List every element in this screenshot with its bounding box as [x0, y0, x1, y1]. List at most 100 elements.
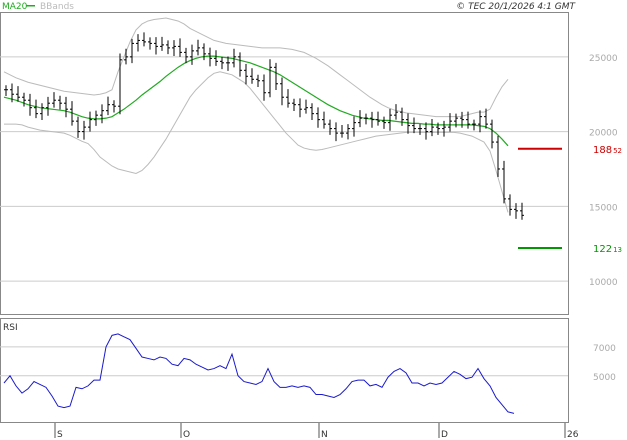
- x-tick-label: D: [441, 430, 448, 440]
- price-tick-label: 20000: [589, 129, 618, 139]
- ohlc-bar: [28, 93, 32, 116]
- ohlc-bar: [64, 96, 68, 118]
- price-gridlines: [0, 56, 568, 282]
- ohlc-bar: [10, 83, 14, 103]
- ohlc-bar: [118, 53, 122, 115]
- x-tick-label: O: [183, 430, 190, 440]
- ohlc-bar: [322, 111, 326, 129]
- ohlc-bar: [160, 36, 164, 51]
- x-tick-label: 26: [567, 430, 579, 440]
- ohlc-bar: [76, 116, 80, 138]
- ohlc-bar: [292, 98, 296, 111]
- ohlc-bar: [184, 47, 188, 64]
- ohlc-bar: [142, 32, 146, 47]
- ohlc-bar: [226, 56, 230, 71]
- ohlc-bar: [370, 111, 374, 128]
- ohlc-bar: [514, 203, 518, 219]
- ohlc-bar: [178, 38, 182, 57]
- rsi-polyline: [3, 333, 515, 414]
- ohlc-bar: [376, 111, 380, 126]
- rsi-line: [3, 333, 515, 414]
- support-resistance: 18852 12213: [518, 145, 622, 255]
- ohlc-bar: [472, 119, 476, 131]
- ohlc-bar: [214, 50, 218, 66]
- ohlc-bar: [346, 124, 350, 140]
- ohlc-bar: [4, 85, 8, 97]
- ohlc-bar: [202, 43, 206, 61]
- ohlc-bar: [16, 86, 20, 102]
- ohlc-bar: [58, 95, 62, 110]
- ohlc-bar: [430, 119, 434, 137]
- ohlc-bar: [88, 111, 92, 132]
- bb-upper-line: [3, 17, 509, 118]
- price-panel: [0, 12, 569, 315]
- ohlc-bar: [304, 99, 308, 114]
- support-label: 12213: [593, 244, 622, 255]
- ohlc-bar: [286, 89, 290, 108]
- ohlc-bar: [352, 116, 356, 137]
- ohlc-bar: [412, 117, 416, 134]
- rsi-label: RSI: [3, 323, 18, 333]
- ohlc-bar: [442, 120, 446, 137]
- ohlc-bar: [436, 122, 440, 135]
- ohlc-bar: [406, 113, 410, 134]
- ohlc-bar: [460, 111, 464, 128]
- ohlc-bar: [394, 104, 398, 120]
- resistance-label: 18852: [593, 145, 622, 156]
- ohlc-bar: [166, 40, 170, 55]
- ohlc-bar: [262, 74, 266, 101]
- ohlc-bar: [196, 39, 200, 56]
- ohlc-bar: [22, 92, 26, 107]
- ohlc-bar: [280, 77, 284, 106]
- ohlc-bar: [448, 113, 452, 132]
- ohlc-bar: [94, 110, 98, 126]
- ma20-polyline: [3, 55, 509, 147]
- ohlc-bar: [454, 113, 458, 128]
- copyright: © TEC 20/1/2026 4:1 GMT: [456, 2, 576, 12]
- ohlc-bar: [238, 52, 242, 77]
- ohlc-bar: [496, 135, 500, 178]
- ohlc-bar: [484, 108, 488, 129]
- ohlc-bar: [124, 48, 128, 65]
- ohlc-bar: [502, 160, 506, 204]
- ohlc-bar: [250, 68, 254, 84]
- rsi-tick-label: 5000: [593, 373, 616, 383]
- ohlc-bar: [400, 107, 404, 126]
- ohlc-bar: [466, 111, 470, 129]
- ohlc-bar: [244, 64, 248, 85]
- ohlc-bar: [130, 38, 134, 64]
- ohlc-bar: [490, 119, 494, 149]
- ohlc-bar: [478, 110, 482, 133]
- bollinger-bands: [3, 17, 509, 213]
- ohlc-bar: [82, 120, 86, 140]
- ma20-line: [3, 55, 509, 147]
- legend-bbands: BBands: [40, 2, 74, 12]
- bb-lower-line: [4, 71, 509, 213]
- ohlc-bar: [220, 56, 224, 70]
- ohlc-bar: [382, 116, 386, 129]
- ohlc-bar: [70, 101, 74, 126]
- ohlc-bar: [172, 40, 176, 56]
- price-tick-label: 15000: [589, 203, 618, 213]
- ohlc-bar: [310, 103, 314, 120]
- ohlc-bar: [364, 113, 368, 125]
- ohlc-bar: [106, 96, 110, 116]
- ohlc-bar: [208, 47, 212, 67]
- x-tick-label: S: [57, 430, 63, 440]
- ohlc-bar: [154, 37, 158, 55]
- ohlc-bar: [274, 62, 278, 91]
- ohlc-bar: [148, 37, 152, 50]
- ohlc-bar: [190, 44, 194, 65]
- price-tick-label: 10000: [589, 278, 618, 288]
- ohlc-bar: [388, 108, 392, 131]
- ohlc-bar: [358, 110, 362, 128]
- ohlc-bar: [298, 98, 302, 118]
- ohlc-bar: [418, 124, 422, 135]
- ohlc-bar: [52, 92, 56, 108]
- ohlc-bar: [334, 122, 338, 142]
- legend-ma20-swatch: [26, 5, 35, 7]
- ohlc-bar: [328, 119, 332, 135]
- price-tick-label: 25000: [589, 54, 618, 64]
- ohlc-bar: [136, 34, 140, 52]
